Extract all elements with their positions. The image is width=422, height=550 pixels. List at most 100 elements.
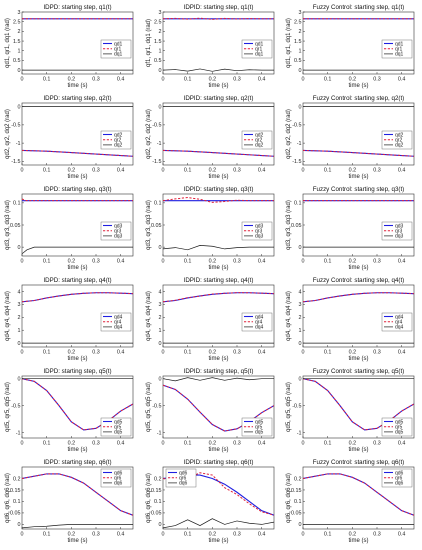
y-tick-label: 0 (18, 341, 21, 347)
x-tick-label: 0.4 (117, 259, 125, 265)
series-line-qr4 (303, 292, 414, 303)
x-tick-label: 0 (21, 259, 24, 265)
legend-label: dq5 (395, 430, 404, 436)
x-tick-label: 0.2 (349, 259, 357, 265)
legend-box (100, 221, 132, 241)
legend-label: qd3 (114, 223, 123, 229)
legend-label: qr4 (255, 320, 262, 326)
x-axis-label: time (s) (68, 356, 88, 362)
x-tick-label: 0.2 (68, 532, 76, 538)
series-line-qr4 (22, 292, 133, 303)
y-tick-label: 0 (159, 522, 162, 528)
legend-label: qr4 (114, 320, 121, 326)
x-tick-label: 0.1 (324, 350, 332, 356)
x-tick-label: 0 (302, 532, 305, 538)
legend-box (381, 468, 413, 488)
y-tick-label: 1 (159, 328, 162, 334)
x-tick-label: 0.3 (373, 259, 381, 265)
y-tick-label: 1 (299, 49, 302, 55)
x-tick-label: 0.4 (398, 532, 406, 538)
y-tick-label: 2 (18, 315, 21, 321)
x-tick-label: 0 (162, 77, 165, 83)
x-tick-label: 0 (302, 168, 305, 174)
y-tick-label: 0 (18, 376, 21, 382)
series-line-qr2 (303, 149, 414, 157)
legend-label: dq1 (114, 52, 123, 58)
x-tick-label: 0.2 (209, 168, 217, 174)
y-tick-label: 4 (18, 289, 21, 295)
series-line-dq1 (163, 68, 274, 72)
x-tick-label: 0 (162, 350, 165, 356)
y-tick-label: 0 (159, 376, 162, 382)
y-tick-label: -0.5 (152, 403, 161, 409)
x-tick-label: 0.3 (233, 441, 241, 447)
x-tick-label: 0.2 (349, 168, 357, 174)
subplot: IDPID: starting step, q5(t) 0 0.1 0.2 0.3 0.4… (146, 368, 275, 453)
y-tick-label: 0.2 (154, 476, 162, 482)
subplot: IDPD: starting step, q4(t) 0 0.1 0.2 0.3 0.4 0… (5, 277, 134, 362)
subplot: IDPD: starting step, q1(t) 0 0.1 0.2 0.3 0.4 0… (5, 4, 134, 89)
series-line-qr5 (303, 378, 414, 431)
subplot: IDPID: starting step, q6(t) 0 0.1 0.2 0.3 0.4… (146, 459, 275, 544)
x-tick-label: 0.4 (117, 168, 125, 174)
legend-label: qd5 (395, 419, 404, 425)
plot-title: Fuzzy Control: starting step, q4(t) (313, 277, 404, 284)
x-axis-label: time (s) (209, 174, 229, 180)
y-tick-label: 2 (159, 29, 162, 35)
y-axis-label: qd4, qr4, dq4 (rad) (146, 291, 152, 341)
y-tick-label: 3 (299, 302, 302, 308)
legend-label: qr6 (395, 476, 402, 482)
subplot: Fuzzy Control: starting step, q6(t) 0 0.1 0… (286, 459, 415, 544)
y-tick-label: 0 (159, 68, 162, 74)
x-axis-label: time (s) (68, 265, 88, 271)
y-tick-label: 1.5 (13, 39, 21, 45)
y-tick-label: 2.5 (154, 19, 162, 25)
series-line-dq6 (22, 524, 133, 529)
plot-title: Fuzzy Control: starting step, q3(t) (313, 186, 404, 193)
y-axis-label: qd2, qr2, dq2 (rad) (146, 109, 152, 159)
plot-title: IDPD: starting step, q3(t) (43, 186, 111, 193)
y-tick-label: 0 (159, 341, 162, 347)
y-tick-label: 0.15 (291, 488, 302, 494)
y-axis-label: qd6, qr6, dq6 (rad) (286, 473, 292, 523)
legend-label: dq4 (395, 325, 404, 331)
subplot: IDPD: starting step, q2(t) 0 0.1 0.2 0.3 0.4 -… (5, 95, 134, 180)
legend-box (100, 312, 132, 332)
y-tick-label: 0.05 (10, 511, 21, 517)
plot-title: Fuzzy Control: starting step, q2(t) (313, 95, 404, 102)
legend-label: qr2 (255, 138, 262, 144)
legend-label: qd6 (114, 470, 123, 476)
x-tick-label: 0.3 (233, 168, 241, 174)
x-tick-label: 0.2 (68, 77, 76, 83)
legend-box (241, 417, 273, 437)
y-tick-label: 0.15 (151, 488, 162, 494)
y-axis-label: qd3, qr3, dq3 (rad) (286, 200, 292, 250)
x-tick-label: 0.4 (117, 350, 125, 356)
y-tick-label: 0.05 (291, 511, 302, 517)
legend-label: qd1 (255, 41, 264, 47)
legend-label: qd4 (395, 314, 404, 320)
x-axis-label: time (s) (68, 447, 88, 453)
y-axis-label: qf1, qr1, dq1 (rad) (146, 19, 152, 67)
legend-label: qd6 (395, 470, 404, 476)
y-tick-label: 0 (159, 104, 162, 110)
y-tick-label: 0.05 (291, 223, 302, 229)
x-axis-label: time (s) (209, 265, 229, 271)
legend-label: qd2 (255, 132, 264, 138)
x-axis-label: time (s) (349, 356, 369, 362)
x-tick-label: 0 (21, 168, 24, 174)
y-tick-label: 3 (299, 10, 302, 16)
y-tick-label: 0.1 (13, 499, 21, 505)
legend-label: qd6 (179, 470, 188, 476)
legend-label: dq2 (114, 143, 123, 149)
subplot: IDPID: starting step, q2(t) 0 0.1 0.2 0.3 0.4… (146, 95, 275, 180)
x-tick-label: 0.4 (398, 441, 406, 447)
y-tick-label: 0 (18, 68, 21, 74)
subplot: Fuzzy Control: starting step, q4(t) 0 0.1 0… (286, 277, 415, 362)
x-tick-label: 0.1 (43, 441, 51, 447)
y-tick-label: 3 (159, 10, 162, 16)
y-tick-label: 2.5 (13, 19, 21, 25)
